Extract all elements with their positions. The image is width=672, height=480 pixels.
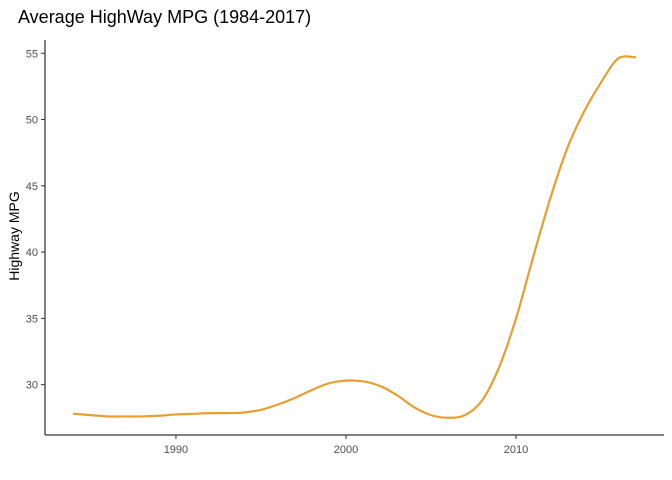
y-tick-label: 30 <box>26 380 38 392</box>
x-tick-label: 2010 <box>504 444 528 456</box>
plot-area <box>72 55 637 419</box>
y-tick-label: 50 <box>26 115 38 127</box>
y-axis-ticks: 30 35 40 45 50 55 <box>26 48 45 392</box>
series-line <box>72 55 637 419</box>
x-tick-label: 2000 <box>334 444 358 456</box>
x-axis-ticks: 1990 2000 2010 <box>164 435 528 456</box>
y-tick-label: 35 <box>26 313 38 325</box>
chart-title: Average HighWay MPG (1984-2017) <box>18 7 311 27</box>
y-tick-label: 55 <box>26 48 38 60</box>
y-tick-label: 40 <box>26 247 38 259</box>
x-tick-label: 1990 <box>164 444 188 456</box>
y-axis-label: Highway MPG <box>6 191 22 280</box>
y-tick-label: 45 <box>26 181 38 193</box>
